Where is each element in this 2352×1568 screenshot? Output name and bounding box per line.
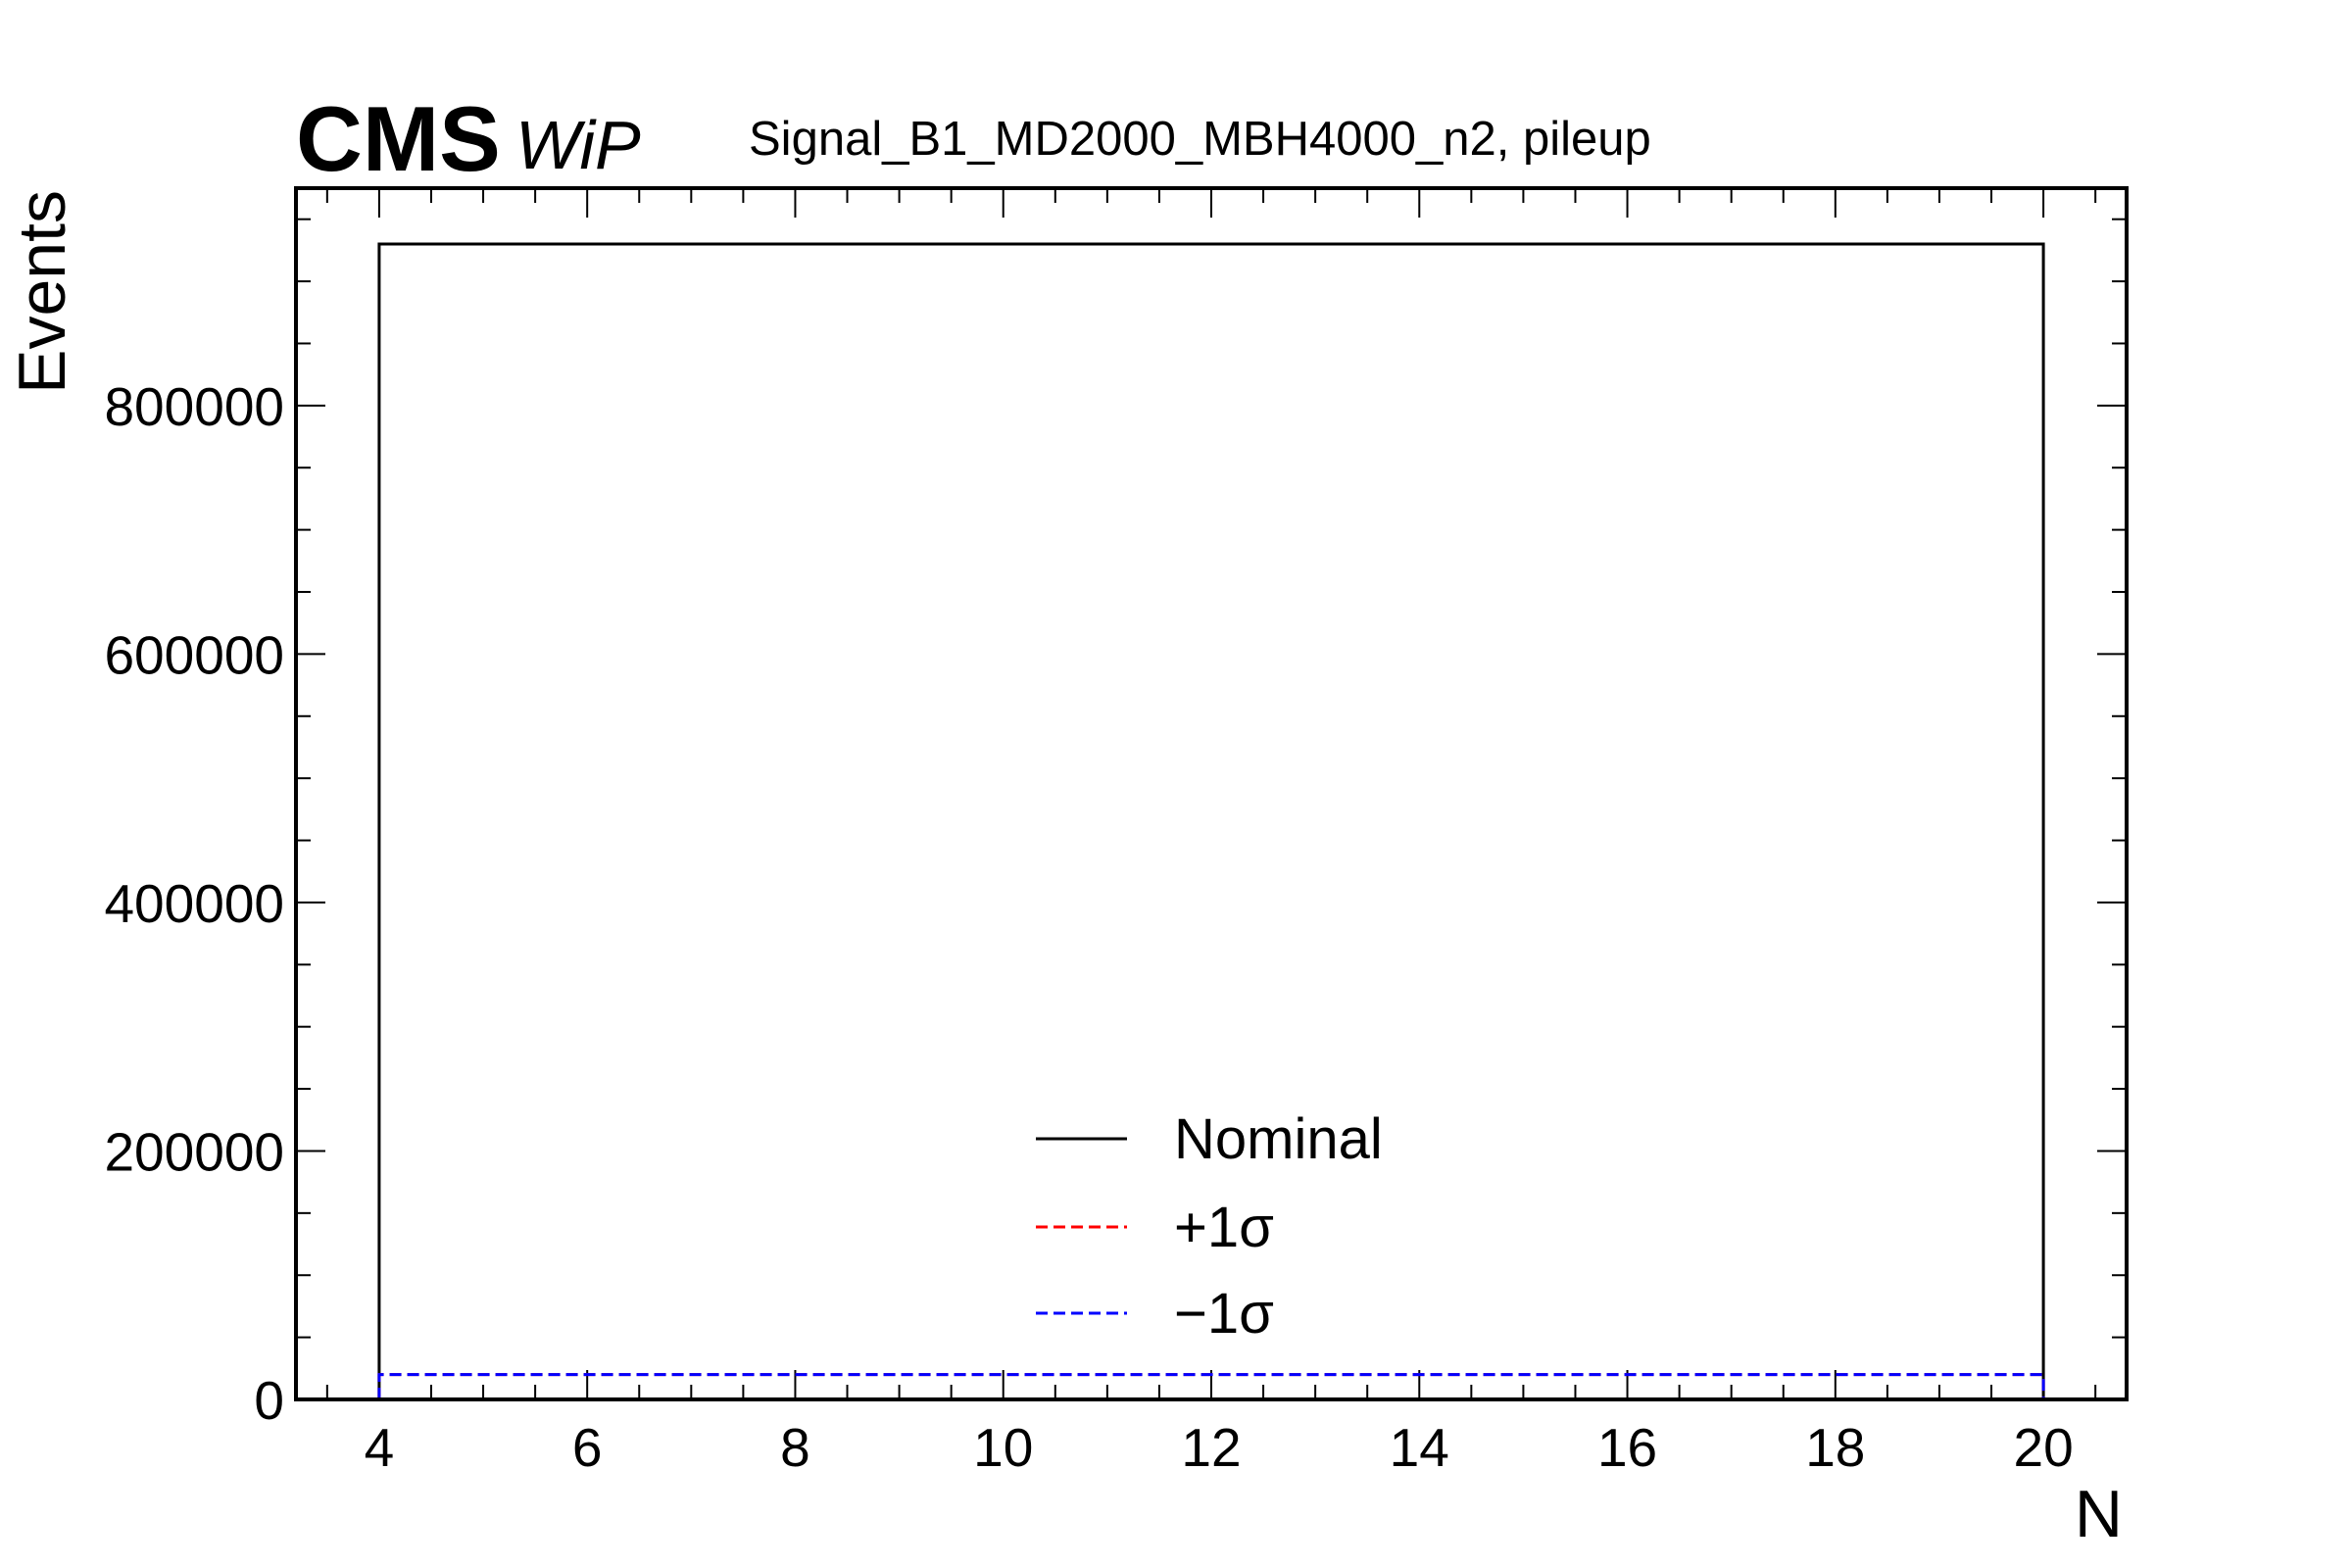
- x-tick-label: 8: [780, 1417, 810, 1478]
- y-tick-label: 800000: [104, 376, 284, 437]
- series-line-3: [377, 1373, 2045, 1399]
- series-layer: [377, 242, 2045, 1399]
- x-tick-label: 12: [1181, 1417, 1241, 1478]
- plot-title: Signal_B1_MD2000_MBH4000_n2, pileup: [749, 113, 1651, 166]
- series-line-1: [377, 242, 2045, 1399]
- plot-frame: [294, 186, 2129, 1401]
- y-tick-label: 600000: [104, 624, 284, 685]
- legend: Nominal +1σ −1σ: [1036, 1107, 1383, 1346]
- y-tick-label: 0: [254, 1370, 284, 1431]
- y-tick-label: 400000: [104, 873, 284, 934]
- y-tick-label: 200000: [104, 1121, 284, 1182]
- legend-label: +1σ: [1174, 1196, 1274, 1259]
- x-tick-label: 16: [1597, 1417, 1657, 1478]
- x-tick-label: 20: [2013, 1417, 2073, 1478]
- x-tick-label: 6: [572, 1417, 603, 1478]
- y-ticks: 0 200000 400000 600000 800000: [104, 218, 2127, 1431]
- y-axis-title: Events: [5, 190, 79, 394]
- x-ticks: 4 6 8 10 12 14 16 18 20: [325, 188, 2097, 1478]
- x-tick-label: 14: [1390, 1417, 1449, 1478]
- status-label: WiP: [515, 107, 641, 183]
- x-tick-label: 18: [1805, 1417, 1865, 1478]
- legend-label: −1σ: [1174, 1282, 1274, 1346]
- x-axis-title: N: [2075, 1477, 2123, 1551]
- legend-label: Nominal: [1174, 1107, 1383, 1171]
- x-tick-label: 4: [365, 1417, 395, 1478]
- experiment-label: CMS: [296, 87, 501, 190]
- x-tick-label: 10: [973, 1417, 1033, 1478]
